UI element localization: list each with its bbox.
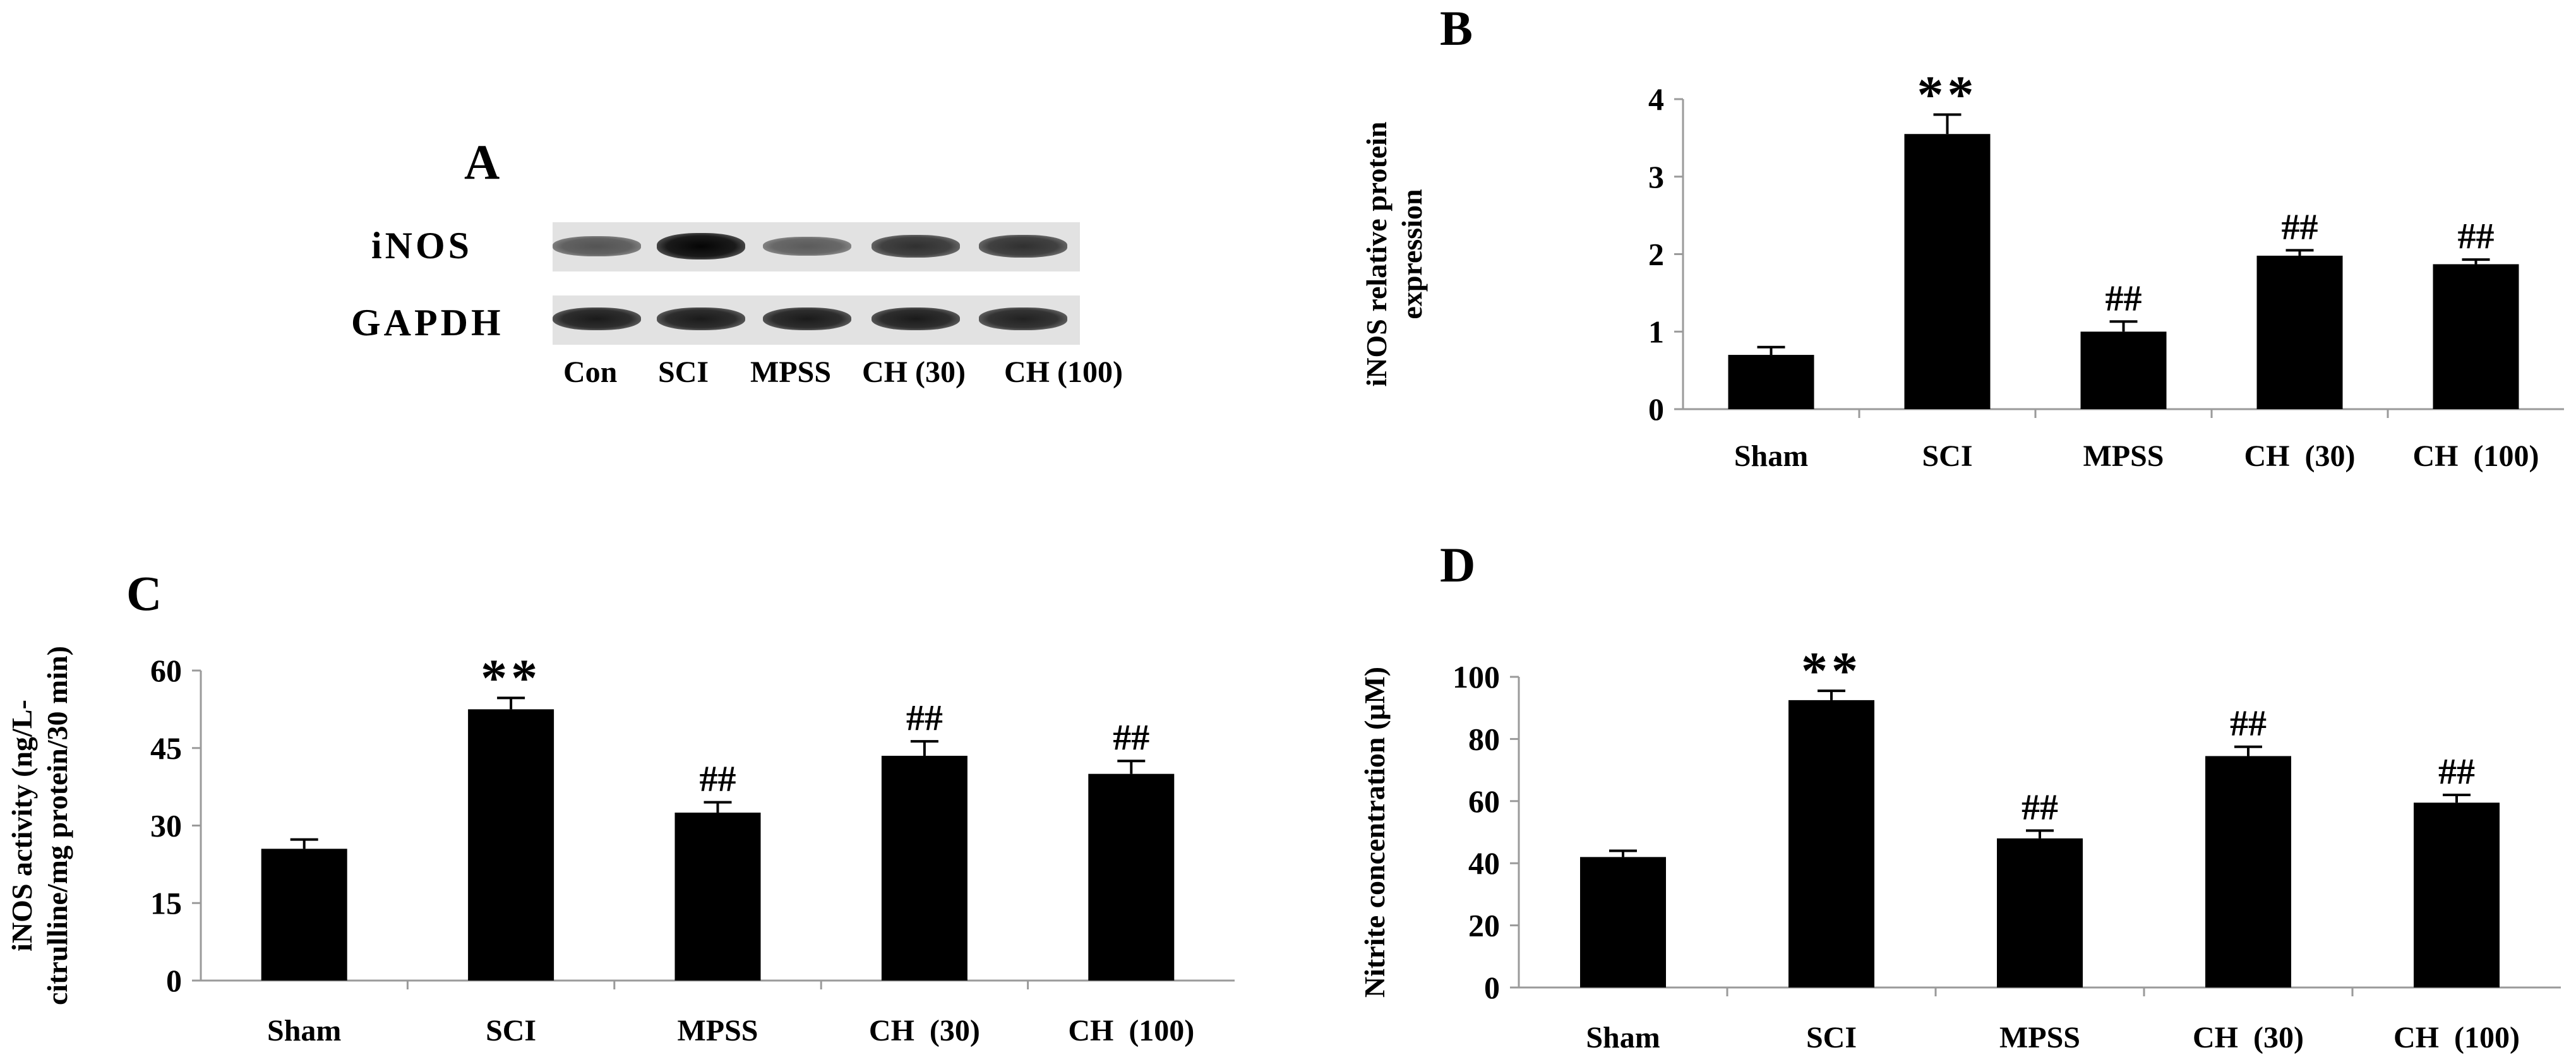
y-axis-label: iNOS relative protein [1360, 122, 1393, 387]
x-tick-label: SCI [1922, 439, 1972, 473]
panel-a: A iNOS GAPDH Con SCI MPSS CH (30) CH (10… [0, 0, 1200, 410]
panel-b: B 0 1 2 3 4 Sham ** SCI ## MPSS ## CH (30) ## CH (100… [1301, 0, 2576, 505]
significance-label: ** [1801, 641, 1862, 700]
blot-band [763, 236, 851, 256]
x-tick-label: Sham [267, 1014, 341, 1047]
x-tick-label: Sham [1734, 439, 1808, 473]
significance-label: ## [1113, 717, 1149, 758]
bar [1088, 773, 1175, 981]
y-tick-label: 30 [150, 808, 182, 844]
chart-b: 0 1 2 3 4 Sham ** SCI ## MPSS ## CH (30) ## CH (100) i… [1360, 66, 2564, 473]
bar [468, 709, 554, 981]
significance-label: ## [2438, 751, 2475, 792]
x-tick-label: SCI [486, 1014, 536, 1047]
y-tick-label: 15 [150, 885, 182, 921]
x-tick-label: CH (30) [2244, 439, 2356, 473]
panel-letter-a: A [464, 134, 500, 189]
chart-c: 0 15 30 45 60 Sham ** SCI ## MPSS ## CH (30) ## CH (1… [6, 646, 1235, 1047]
lane-label: MPSS [750, 355, 832, 389]
bar [674, 813, 761, 981]
y-tick-label: 80 [1468, 721, 1500, 756]
y-tick-label: 2 [1648, 237, 1664, 272]
y-tick-label: 100 [1453, 659, 1500, 695]
y-tick-label: 4 [1648, 81, 1664, 117]
y-tick-label: 3 [1648, 159, 1664, 194]
blot-band [763, 307, 851, 331]
significance-label: ** [481, 648, 541, 707]
bar [1728, 355, 1814, 409]
y-tick-label: 40 [1468, 845, 1500, 881]
blot-band [872, 307, 960, 331]
panel-letter-c: C [126, 566, 162, 621]
panel-c: C 0 15 30 45 60 Sham ** SCI ## MPSS ## CH (30) ## CH … [0, 537, 1276, 1062]
x-tick-label: MPSS [2083, 439, 2164, 473]
lane-label: Con [563, 355, 618, 389]
x-tick-label: MPSS [1999, 1021, 2080, 1054]
significance-label: ## [2230, 703, 2267, 744]
lane-label: CH (100) [1004, 355, 1123, 389]
panel-letter-b: B [1440, 1, 1473, 56]
bar [2256, 255, 2343, 409]
y-tick-label: 1 [1648, 314, 1664, 349]
panel-d: D 0 20 40 60 80 100 Sham ** SCI ## MPSS ## CH (30) ##… [1301, 537, 2576, 1062]
bar [1788, 700, 1874, 987]
y-tick-label: 0 [1648, 391, 1664, 427]
x-tick-label: MPSS [677, 1014, 758, 1047]
significance-label: ** [1917, 66, 1978, 124]
y-axis-label: Nitrite concentration (μM) [1358, 667, 1391, 998]
blot-band [872, 235, 960, 258]
bar [2433, 264, 2519, 409]
y-tick-label: 60 [1468, 784, 1500, 819]
x-tick-label: CH (30) [869, 1014, 980, 1047]
bar [2414, 802, 2500, 987]
y-axis-label: iNOS activity (ng/L- [6, 700, 38, 952]
x-tick-label: CH (100) [1068, 1014, 1194, 1047]
significance-label: ## [2282, 206, 2318, 247]
significance-label: ## [700, 758, 736, 799]
x-tick-label: CH (100) [2393, 1021, 2520, 1054]
y-tick-label: 0 [1484, 970, 1500, 1005]
y-axis-label: expression [1396, 189, 1428, 319]
panel-letter-d: D [1440, 537, 1476, 592]
significance-label: ## [906, 697, 943, 738]
blot-row-label-inos: iNOS [371, 225, 473, 266]
blot-band [553, 236, 641, 256]
significance-label: ## [2458, 215, 2495, 256]
bar [1997, 838, 2083, 987]
bar [881, 756, 967, 981]
bar [2080, 331, 2167, 409]
significance-label: ## [2106, 277, 2142, 318]
x-tick-label: Sham [1586, 1021, 1660, 1054]
blot-row-label-gapdh: GAPDH [351, 302, 504, 343]
blot-band [657, 233, 745, 260]
blot-band [979, 235, 1067, 258]
x-tick-label: SCI [1806, 1021, 1857, 1054]
lane-label: SCI [658, 355, 709, 389]
blot-band [553, 307, 641, 331]
bar [2205, 756, 2291, 987]
y-tick-label: 45 [150, 731, 182, 766]
chart-d: 0 20 40 60 80 100 Sham ** SCI ## MPSS ## CH (30) ## CH… [1358, 641, 2561, 1054]
significance-label: ## [2022, 787, 2058, 828]
y-tick-label: 20 [1468, 908, 1500, 943]
y-tick-label: 0 [166, 963, 182, 998]
x-tick-label: CH (30) [2193, 1021, 2304, 1054]
lane-label: CH (30) [862, 355, 966, 389]
bar [1580, 857, 1666, 987]
x-tick-label: CH (100) [2413, 439, 2539, 473]
blot-band [657, 307, 745, 331]
blot-band [979, 307, 1067, 330]
y-axis-label: citrulline/mg protein/30 min) [41, 646, 73, 1005]
bar [261, 849, 347, 981]
y-tick-label: 60 [150, 653, 182, 688]
bar [1904, 134, 1991, 410]
